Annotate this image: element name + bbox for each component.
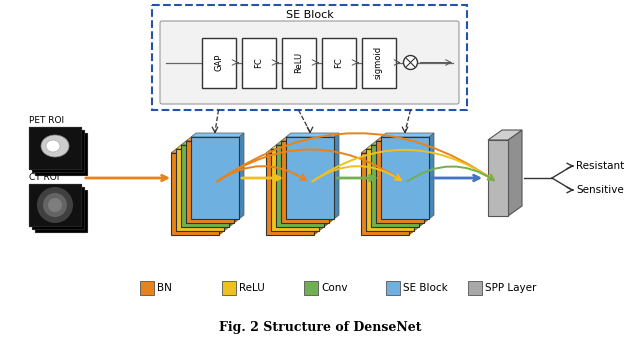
Bar [371,145,419,227]
Text: CT ROI: CT ROI [29,173,60,182]
Bar [35,133,87,175]
Polygon shape [414,145,419,231]
Bar [191,137,239,219]
Polygon shape [239,133,244,219]
Polygon shape [324,141,329,227]
Text: SE Block: SE Block [403,283,448,293]
Bar [468,281,482,295]
Polygon shape [186,137,239,141]
FancyBboxPatch shape [152,5,467,110]
Polygon shape [371,141,424,145]
Circle shape [403,55,417,70]
Polygon shape [319,145,324,231]
Bar [222,281,236,295]
Text: sigmoid: sigmoid [374,46,383,79]
Bar [304,281,318,295]
Bar [286,137,334,219]
Circle shape [37,187,73,223]
Text: Fig. 2 Structure of DenseNet: Fig. 2 Structure of DenseNet [219,322,421,334]
Circle shape [48,198,62,212]
Polygon shape [281,137,334,141]
Bar [488,140,508,216]
Bar [281,141,329,223]
Polygon shape [219,149,224,235]
Bar [276,145,324,227]
Bar [362,38,396,87]
Bar [271,149,319,231]
Text: Conv: Conv [321,283,348,293]
Polygon shape [181,141,234,145]
Text: ReLU: ReLU [239,283,265,293]
Bar [361,153,409,235]
Polygon shape [429,133,434,219]
Polygon shape [286,133,339,137]
Polygon shape [191,133,244,137]
Polygon shape [419,141,424,227]
Polygon shape [488,130,522,140]
Polygon shape [266,149,319,153]
FancyBboxPatch shape [160,21,459,104]
Bar [32,130,84,172]
Bar [202,38,236,87]
Polygon shape [366,145,419,149]
Text: GAP: GAP [214,54,223,71]
Text: BN: BN [157,283,172,293]
Polygon shape [314,149,319,235]
Polygon shape [271,145,324,149]
Bar [366,149,414,231]
Text: FC: FC [254,57,263,68]
Polygon shape [409,149,414,235]
Bar [376,141,424,223]
Text: Resistant: Resistant [576,161,624,171]
Text: SPP Layer: SPP Layer [485,283,536,293]
Bar [176,149,224,231]
Polygon shape [329,137,334,223]
Text: PET ROI: PET ROI [29,116,64,125]
Bar [282,38,316,87]
Text: ReLU: ReLU [294,52,303,73]
Bar [29,127,81,169]
Polygon shape [276,141,329,145]
Bar [32,187,84,229]
Polygon shape [176,145,229,149]
Polygon shape [171,149,224,153]
Polygon shape [234,137,239,223]
Bar [386,281,400,295]
Bar [186,141,234,223]
Ellipse shape [41,135,69,157]
Bar [35,190,87,232]
Bar [29,127,81,169]
Ellipse shape [46,140,60,152]
Polygon shape [224,145,229,231]
Bar [181,145,229,227]
Polygon shape [508,130,522,216]
Polygon shape [229,141,234,227]
Circle shape [43,193,67,217]
Text: SE Block: SE Block [285,10,333,20]
Bar [241,38,275,87]
Text: FC: FC [334,57,343,68]
Polygon shape [376,137,429,141]
Bar [140,281,154,295]
Bar [29,184,81,226]
Bar [29,184,81,226]
Polygon shape [334,133,339,219]
Polygon shape [361,149,414,153]
Bar [171,153,219,235]
Bar [266,153,314,235]
Polygon shape [381,133,434,137]
Text: Sensitive: Sensitive [576,185,624,195]
Bar [381,137,429,219]
Bar [321,38,355,87]
Polygon shape [424,137,429,223]
